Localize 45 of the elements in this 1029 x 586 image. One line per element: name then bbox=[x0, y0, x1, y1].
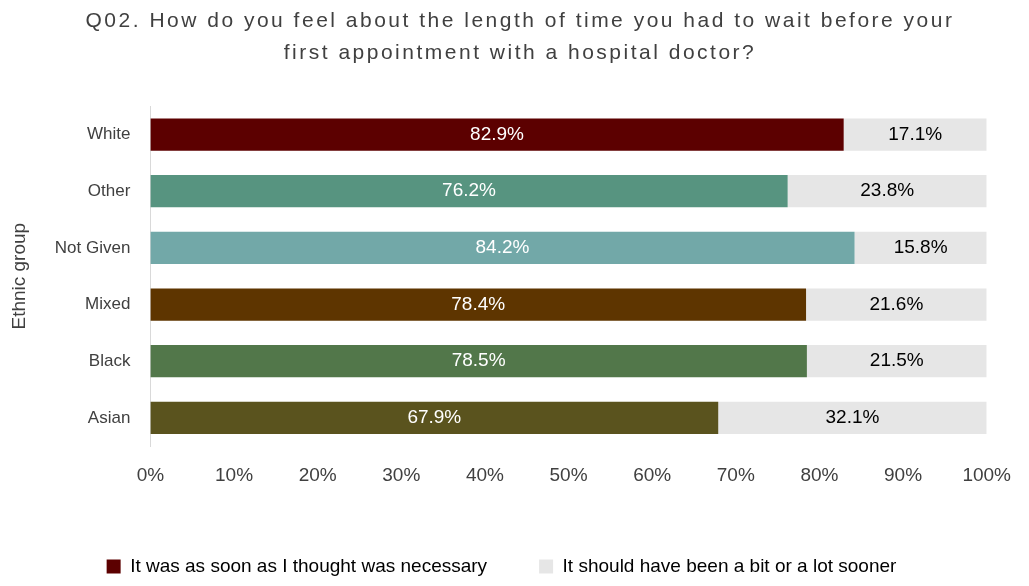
bar bbox=[787, 175, 987, 208]
data-label: 32.1% bbox=[825, 406, 880, 428]
x-tick-label: 10% bbox=[215, 463, 254, 485]
bar bbox=[150, 345, 807, 378]
x-tick-label: 50% bbox=[549, 463, 588, 485]
bar bbox=[150, 118, 844, 151]
x-tick-label: 80% bbox=[800, 463, 839, 485]
bar bbox=[150, 288, 807, 321]
data-label: 76.2% bbox=[442, 179, 497, 201]
y-tick-label: Not Given bbox=[54, 237, 131, 257]
bar bbox=[150, 175, 788, 208]
chart-title: Q02. How do you feel about the length of time you had to wait before your first appointment with a hospital doctor? bbox=[84, 7, 956, 65]
data-label: 21.5% bbox=[869, 349, 924, 371]
x-tick-label: 70% bbox=[716, 463, 755, 485]
y-axis-title: Ethnic group bbox=[7, 222, 29, 330]
bar bbox=[854, 231, 987, 265]
data-label: 67.9% bbox=[407, 406, 462, 428]
y-tick-label: Mixed bbox=[85, 294, 131, 314]
bar bbox=[843, 118, 987, 151]
legend-label: It was as soon as I thought was necessary bbox=[130, 554, 488, 576]
data-label: 84.2% bbox=[475, 236, 530, 258]
bar bbox=[718, 401, 987, 435]
x-tick-label: 40% bbox=[465, 463, 505, 485]
data-label: 17.1% bbox=[888, 122, 943, 144]
y-tick-label: Asian bbox=[87, 407, 131, 427]
bar bbox=[806, 345, 987, 378]
x-tick-label: 100% bbox=[962, 463, 1012, 485]
y-tick-label: Black bbox=[88, 350, 131, 370]
x-tick-label: 30% bbox=[382, 463, 421, 485]
data-label: 78.5% bbox=[451, 349, 506, 371]
bar bbox=[806, 288, 987, 321]
legend-label: It should have been a bit or a lot sooner bbox=[562, 554, 898, 576]
data-label: 78.4% bbox=[451, 292, 506, 314]
x-tick-label: 20% bbox=[298, 463, 337, 485]
y-tick-label: Other bbox=[87, 180, 131, 200]
data-label: 23.8% bbox=[860, 179, 915, 201]
x-tick-label: 90% bbox=[884, 463, 923, 485]
y-tick-label: White bbox=[86, 124, 131, 144]
data-label: 82.9% bbox=[470, 122, 525, 144]
data-label: 21.6% bbox=[869, 292, 924, 314]
x-tick-label: 60% bbox=[633, 463, 672, 485]
x-tick-label: 0% bbox=[136, 463, 165, 485]
bar bbox=[150, 401, 719, 435]
data-label: 15.8% bbox=[893, 236, 948, 258]
bar bbox=[150, 231, 855, 265]
